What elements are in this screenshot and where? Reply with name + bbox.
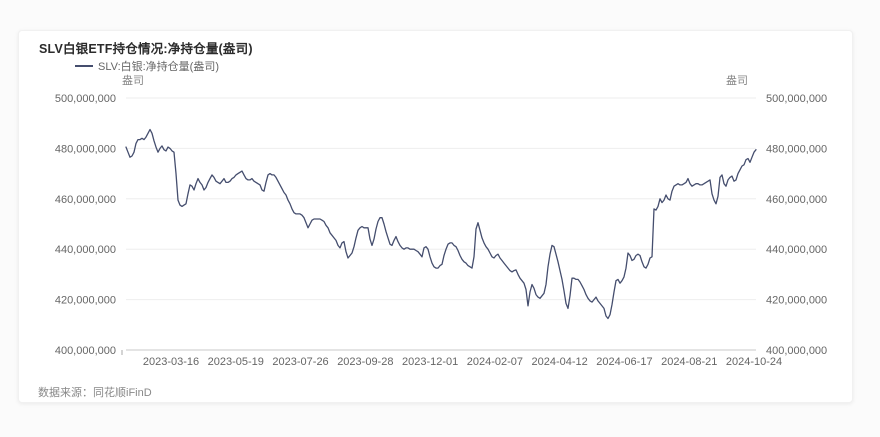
grid-lines (126, 97, 756, 351)
y-axis-unit-right: 盎司 (726, 75, 748, 87)
y-axis-tick-label-right: 420,000,000 (766, 295, 827, 307)
y-axis-tick-label-left: 440,000,000 (55, 244, 116, 256)
y-axis-tick-label-right: 400,000,000 (766, 345, 827, 357)
y-axis-labels-right: 400,000,000 420,000,000 440,000,000 460,000… (766, 93, 827, 357)
y-axis-tick-label-left: 420,000,000 (55, 295, 116, 307)
x-axis-tick-label: 2023-03-16 (143, 356, 199, 368)
legend-line-marker (75, 65, 93, 67)
x-axis-tick-label: 2023-07-26 (272, 356, 328, 368)
x-axis-tick-label: 2024-10-24 (726, 356, 782, 368)
y-axis-tick-label-left: 400,000,000 (55, 345, 116, 357)
y-axis-tick-label-left: 460,000,000 (55, 194, 116, 206)
y-axis-tick-label-right: 500,000,000 (766, 93, 827, 105)
x-axis-labels: 2023-03-16 2023-05-19 2023-07-26 2023-09-28… (143, 356, 782, 368)
y-axis-tick-label-left: 480,000,000 (55, 143, 116, 155)
y-axis-unit-left: 盎司 (122, 75, 144, 87)
x-axis-tick-label: 2024-06-17 (596, 356, 652, 368)
y-axis-tick-label-left: 500,000,000 (55, 93, 116, 105)
line-chart: 400,000,000 420,000,000 440,000,000 460,000… (55, 93, 827, 368)
legend-series-label: SLV:白银:净持仓量(盎司) (98, 61, 220, 73)
chart-title: SLV白银ETF持仓情况:净持仓量(盎司) (39, 42, 253, 56)
y-axis-labels-left: 400,000,000 420,000,000 440,000,000 460,000… (55, 93, 116, 357)
legend-item[interactable]: SLV:白银:净持仓量(盎司) (75, 58, 219, 74)
x-axis-tick-label: 2024-08-21 (661, 356, 717, 368)
series-line (125, 128, 757, 320)
y-axis-tick-label-right: 480,000,000 (766, 143, 827, 155)
y-axis-tick-label-right: 460,000,000 (766, 194, 827, 206)
x-axis-tick-label: 2024-02-07 (467, 356, 523, 368)
x-axis-tick-label: 2024-04-12 (532, 356, 588, 368)
chart-card: SLV白银ETF持仓情况:净持仓量(盎司) SLV:白银:净持仓量(盎司) 盎司… (18, 30, 853, 403)
x-axis-tick-label: 2023-05-19 (208, 356, 264, 368)
data-source-note: 数据来源：同花顺iFinD (38, 387, 152, 399)
x-axis-tick-label: 2023-09-28 (337, 356, 393, 368)
y-axis-tick-label-right: 440,000,000 (766, 244, 827, 256)
x-axis-tick-label: 2023-12-01 (402, 356, 458, 368)
